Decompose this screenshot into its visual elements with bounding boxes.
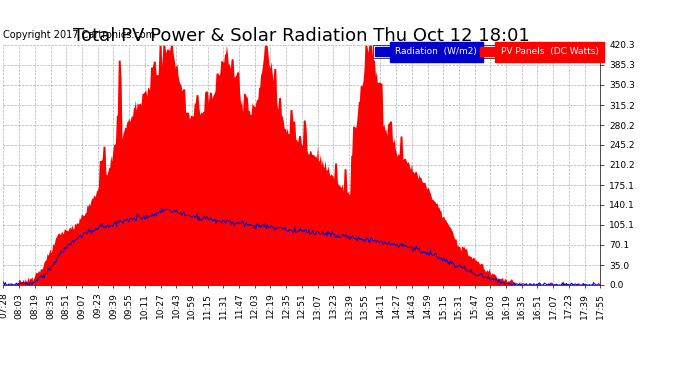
Text: Copyright 2017 Cartronics.com: Copyright 2017 Cartronics.com xyxy=(3,30,155,40)
Legend: Radiation  (W/m2), PV Panels  (DC Watts): Radiation (W/m2), PV Panels (DC Watts) xyxy=(373,45,600,58)
Title: Total PV Power & Solar Radiation Thu Oct 12 18:01: Total PV Power & Solar Radiation Thu Oct… xyxy=(74,27,530,45)
